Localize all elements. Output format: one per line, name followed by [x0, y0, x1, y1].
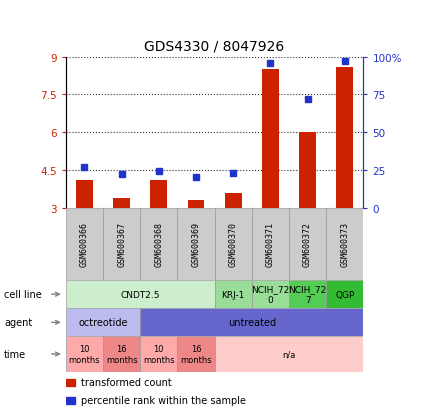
Text: NCIH_72
0: NCIH_72 0: [251, 285, 289, 304]
Bar: [140, 309, 363, 337]
Bar: [66, 396, 75, 404]
Text: CNDT2.5: CNDT2.5: [121, 290, 160, 299]
Text: untreated: untreated: [228, 318, 276, 328]
Text: 16
months: 16 months: [106, 344, 137, 364]
Text: time: time: [4, 349, 26, 359]
Bar: [66, 337, 103, 372]
Bar: [103, 208, 140, 280]
Bar: [215, 337, 363, 372]
Bar: [262, 70, 279, 208]
Text: GSM600367: GSM600367: [117, 222, 126, 267]
Bar: [289, 280, 326, 309]
Bar: [326, 280, 363, 309]
Text: GSM600373: GSM600373: [340, 222, 349, 267]
Bar: [289, 208, 326, 280]
Text: KRJ-1: KRJ-1: [221, 290, 245, 299]
Bar: [150, 180, 167, 208]
Text: percentile rank within the sample: percentile rank within the sample: [81, 395, 246, 405]
Bar: [215, 280, 252, 309]
Text: 10
months: 10 months: [143, 344, 175, 364]
Bar: [66, 309, 140, 337]
Bar: [337, 67, 353, 208]
Bar: [66, 208, 103, 280]
Text: n/a: n/a: [282, 350, 296, 358]
Bar: [188, 201, 204, 208]
Text: GSM600368: GSM600368: [154, 222, 163, 267]
Text: GSM600369: GSM600369: [192, 222, 201, 267]
Bar: [252, 280, 289, 309]
Text: agent: agent: [4, 318, 32, 328]
Bar: [299, 133, 316, 208]
Bar: [113, 198, 130, 208]
Bar: [140, 337, 178, 372]
Bar: [66, 280, 215, 309]
Bar: [140, 208, 178, 280]
Bar: [103, 337, 140, 372]
Text: transformed count: transformed count: [81, 377, 172, 387]
Text: GSM600371: GSM600371: [266, 222, 275, 267]
Bar: [66, 379, 75, 386]
Text: octreotide: octreotide: [78, 318, 128, 328]
Text: cell line: cell line: [4, 290, 42, 299]
Bar: [215, 208, 252, 280]
Bar: [225, 193, 241, 208]
Title: GDS4330 / 8047926: GDS4330 / 8047926: [144, 40, 285, 53]
Bar: [178, 337, 215, 372]
Text: GSM600370: GSM600370: [229, 222, 238, 267]
Text: 16
months: 16 months: [180, 344, 212, 364]
Bar: [252, 208, 289, 280]
Bar: [76, 180, 93, 208]
Bar: [178, 208, 215, 280]
Text: 10
months: 10 months: [69, 344, 100, 364]
Bar: [326, 208, 363, 280]
Text: QGP: QGP: [335, 290, 354, 299]
Text: GSM600366: GSM600366: [80, 222, 89, 267]
Text: GSM600372: GSM600372: [303, 222, 312, 267]
Text: NCIH_72
7: NCIH_72 7: [289, 285, 327, 304]
